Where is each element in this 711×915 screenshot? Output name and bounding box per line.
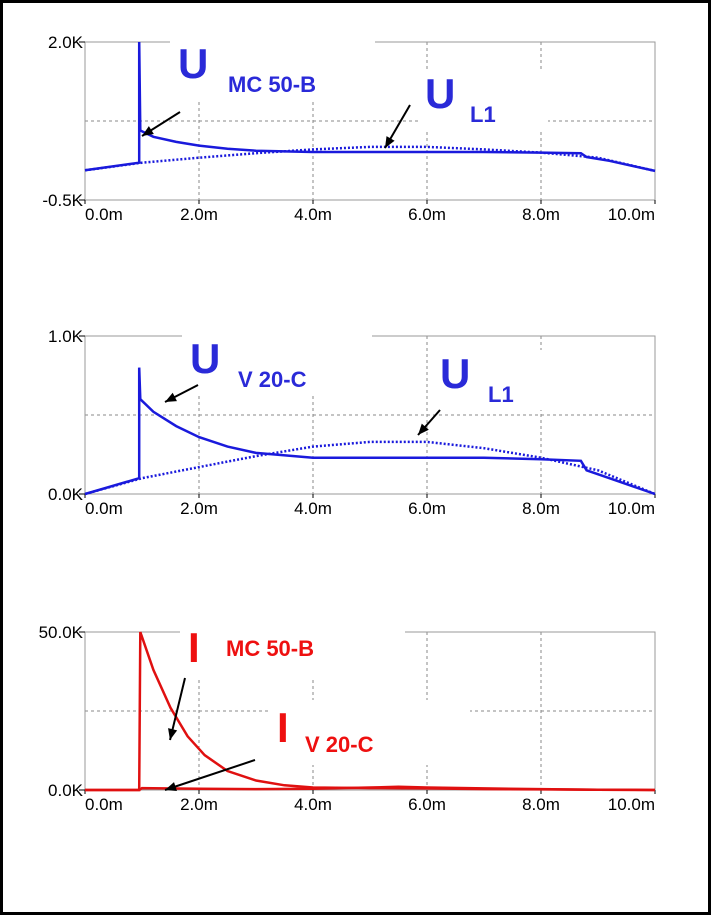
y-tick-label: 0.0K bbox=[48, 485, 84, 504]
arrow-head bbox=[385, 136, 395, 148]
annotation-text: I bbox=[277, 704, 289, 751]
annotation-subscript: MC 50-B bbox=[228, 72, 316, 97]
label-backdrop bbox=[432, 350, 552, 410]
arrow-head bbox=[168, 728, 178, 740]
annotation-text: U bbox=[190, 335, 220, 382]
annotation-subscript: L1 bbox=[470, 102, 496, 127]
x-tick-label: 10.0m bbox=[608, 499, 655, 518]
series-line bbox=[84, 367, 656, 496]
annotation-subscript: V 20-C bbox=[238, 367, 307, 392]
series-line bbox=[84, 145, 656, 173]
label-backdrop bbox=[270, 700, 470, 765]
arrow-shaft bbox=[164, 759, 256, 791]
x-tick-label: 8.0m bbox=[522, 205, 560, 224]
annotation-subscript: V 20-C bbox=[305, 732, 374, 757]
label-backdrop bbox=[182, 330, 372, 395]
x-tick-label: 0.0m bbox=[85, 795, 123, 814]
arrow-head bbox=[142, 126, 154, 136]
x-tick-label: 8.0m bbox=[522, 499, 560, 518]
label-backdrop bbox=[418, 70, 548, 130]
annotation-text: U bbox=[425, 70, 455, 117]
x-tick-label: 10.0m bbox=[608, 795, 655, 814]
x-tick-label: 4.0m bbox=[294, 795, 332, 814]
x-tick-label: 6.0m bbox=[408, 205, 446, 224]
y-tick-label: -0.5K bbox=[42, 191, 83, 210]
annotation-text: U bbox=[178, 40, 208, 87]
y-tick-label: 0.0K bbox=[48, 781, 84, 800]
y-tick-label: 1.0K bbox=[48, 327, 84, 346]
x-tick-label: 8.0m bbox=[522, 795, 560, 814]
arrow-head bbox=[165, 782, 177, 791]
x-tick-label: 6.0m bbox=[408, 499, 446, 518]
label-backdrop bbox=[170, 30, 375, 102]
arrow-head bbox=[418, 423, 429, 435]
annotation-text: I bbox=[188, 624, 200, 671]
x-tick-label: 0.0m bbox=[85, 499, 123, 518]
x-tick-label: 4.0m bbox=[294, 499, 332, 518]
series-line bbox=[84, 440, 656, 496]
label-backdrop bbox=[180, 625, 405, 680]
arrow-head bbox=[165, 392, 177, 402]
annotation-text: U bbox=[440, 350, 470, 397]
y-tick-label: 2.0K bbox=[48, 33, 84, 52]
x-tick-label: 2.0m bbox=[180, 795, 218, 814]
x-tick-label: 10.0m bbox=[608, 205, 655, 224]
annotation-subscript: MC 50-B bbox=[226, 636, 314, 661]
x-tick-label: 2.0m bbox=[180, 499, 218, 518]
y-tick-label: 50.0K bbox=[39, 623, 84, 642]
x-tick-label: 2.0m bbox=[180, 205, 218, 224]
annotation-subscript: L1 bbox=[488, 382, 514, 407]
x-tick-label: 4.0m bbox=[294, 205, 332, 224]
x-tick-label: 6.0m bbox=[408, 795, 446, 814]
x-tick-label: 0.0m bbox=[85, 205, 123, 224]
series-line bbox=[85, 785, 656, 792]
